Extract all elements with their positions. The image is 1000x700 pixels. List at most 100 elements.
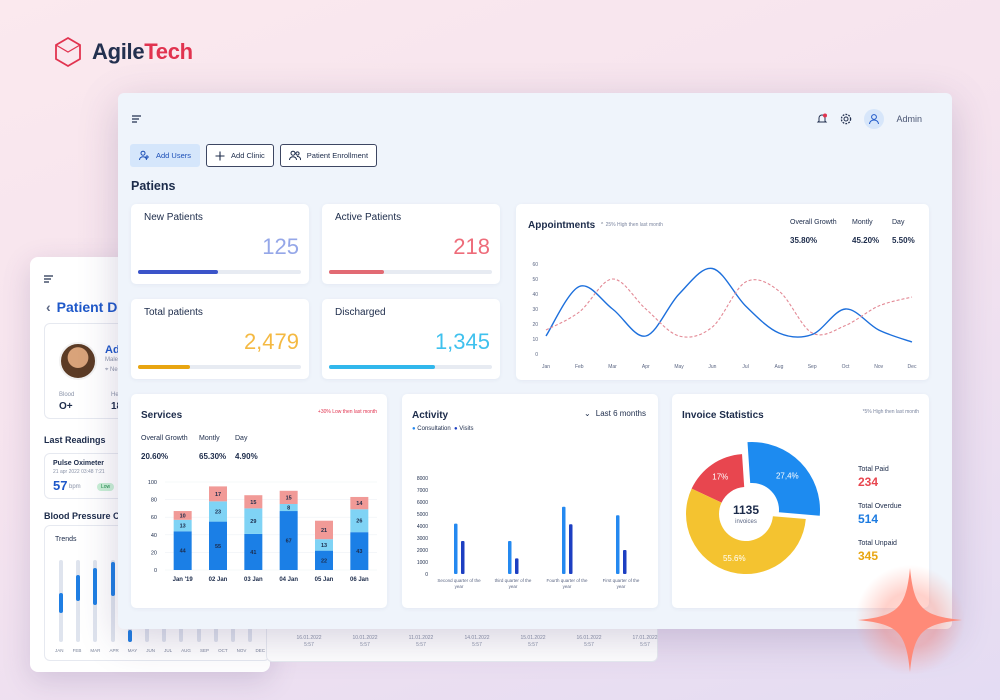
metric-label: Day — [235, 435, 248, 442]
x-tick-label: Dec — [908, 364, 917, 370]
series-line-2 — [545, 278, 913, 338]
slice-label: 27,4% — [776, 471, 799, 480]
pulse-value: 57 — [53, 478, 68, 493]
x-tick-label: 05 Jan — [315, 577, 334, 583]
donut-hole — [720, 488, 772, 540]
data-label: 67 — [286, 539, 292, 545]
y-tick-label: 20 — [151, 550, 157, 556]
x-tick-label: third quarter of the — [495, 578, 532, 583]
data-label: 44 — [180, 549, 187, 555]
x-tick-label: May — [674, 364, 684, 370]
x-tick-label: Sep — [808, 364, 817, 370]
x-tick-label: 04 Jan — [279, 577, 298, 583]
bar-consultation — [616, 515, 620, 574]
metric-value: 4.90% — [235, 452, 258, 461]
data-label: 10 — [180, 513, 186, 519]
active-patients-card[interactable]: Active Patients 218 — [322, 204, 500, 284]
services-stacked-bar-chart: 0 20 40 60 80 100 44 13 10 Jan '19 55 23 17 02 Jan 41 2… — [148, 480, 377, 583]
total-overdue-value: 514 — [858, 512, 879, 526]
add-clinic-button[interactable]: Add Clinic — [206, 144, 274, 167]
x-tick-label: Second quarter of the — [437, 578, 481, 583]
bar-segment — [350, 532, 369, 570]
invoice-note: *5% High then last month — [862, 409, 919, 415]
donut-slice — [691, 454, 745, 503]
gear-icon[interactable] — [840, 113, 852, 125]
activity-title: Activity — [412, 410, 449, 421]
progress-track — [138, 270, 301, 274]
bar-segment — [315, 520, 333, 540]
timeline-cell: 10.01.2022 5:57 — [345, 635, 385, 649]
menu-icon[interactable] — [44, 275, 54, 283]
metric-label: Montly — [852, 219, 873, 226]
data-label: 22 — [321, 558, 327, 564]
status-badge: Low — [97, 483, 115, 491]
metric-label: Overall Growth — [141, 435, 188, 442]
progress-track — [329, 365, 492, 369]
bar-consultation — [562, 506, 566, 574]
back-arrow-icon[interactable]: ‹ — [46, 299, 51, 315]
add-users-button[interactable]: Add Users — [130, 144, 201, 167]
y-tick-label: 2000 — [417, 548, 428, 554]
timeline-cell: 11.01.2022 5:57 — [401, 635, 441, 649]
invoice-card: Invoice Statistics *5% High then last mo… — [672, 394, 929, 608]
bar-segment — [244, 533, 263, 570]
appointments-card: Appointments ⌃ 25% High then last month … — [516, 204, 929, 380]
y-tick-label: 10 — [532, 337, 538, 343]
data-label: 13 — [180, 524, 186, 530]
new-patients-card[interactable]: New Patients 125 — [131, 204, 309, 284]
timeline-date: 10.01.2022 — [352, 635, 378, 641]
blood-value: O+ — [59, 401, 73, 412]
donut-slice — [686, 488, 806, 574]
discharged-card[interactable]: Discharged 1,345 — [322, 299, 500, 379]
dashboard-window: Admin Add Users Add Clinic Patient Enrol… — [118, 93, 952, 629]
y-tick-label: 8000 — [417, 476, 428, 482]
stat-value: 218 — [453, 234, 490, 259]
progress-fill — [329, 270, 385, 274]
bell-icon[interactable] — [816, 113, 828, 125]
timeline-cell: 17.01.2022 5:57 — [625, 635, 665, 649]
trend-up-icon: ⌃ — [600, 222, 606, 228]
metric-value: 20.60% — [141, 452, 169, 461]
y-tick-label: 50 — [532, 277, 538, 283]
activity-card: Activity ⌄ Last 6 months ● Consultation ●… — [402, 394, 658, 608]
bar-segment — [350, 496, 369, 510]
last-readings-heading: Last Readings — [44, 435, 106, 445]
total-unpaid-label: Total Unpaid — [858, 540, 897, 547]
x-tick-label: year — [455, 584, 464, 589]
brand-mark-icon — [55, 36, 81, 68]
trend-bar-fill — [59, 592, 63, 614]
invoice-summary: Total Paid 234 Total Overdue 514 Total U… — [858, 466, 902, 563]
activity-legend: ● Consultation ● Visits — [412, 426, 474, 432]
user-icon — [869, 114, 880, 125]
x-tick-label: 03 Jan — [244, 577, 263, 583]
data-label: 17 — [215, 492, 221, 498]
patient-enrollment-button[interactable]: Patient Enrollment — [279, 144, 378, 167]
data-label: 55 — [215, 544, 221, 550]
y-tick-label: 6000 — [417, 500, 428, 506]
x-tick-label: 02 Jan — [209, 577, 228, 583]
stat-title: New Patients — [144, 212, 203, 223]
trend-bar — [59, 560, 63, 642]
total-patients-card[interactable]: Total patients 2,479 — [131, 299, 309, 379]
metric-value: 45.20% — [852, 236, 880, 245]
trend-bar-fill — [76, 574, 81, 601]
bar-segment — [173, 511, 192, 520]
admin-avatar[interactable] — [864, 109, 885, 129]
admin-label[interactable]: Admin — [896, 114, 922, 124]
data-label: 8 — [287, 506, 290, 512]
timeline-time: 5:57 — [304, 642, 314, 648]
avatar — [59, 342, 97, 380]
month-label: JAN — [55, 648, 64, 653]
bar-segment — [173, 519, 192, 532]
menu-icon[interactable] — [132, 115, 142, 123]
activity-bar-chart: 0 1000 2000 3000 4000 5000 6000 7000 8000 Second … — [417, 476, 640, 589]
brand-name: AgileTech — [92, 39, 193, 64]
bar-visits — [623, 550, 627, 574]
month-label: FEB — [72, 648, 82, 653]
data-label: 43 — [356, 549, 362, 555]
trend-bar — [93, 560, 98, 642]
pulse-unit: bpm — [69, 484, 81, 490]
blood-label: Blood — [59, 392, 75, 398]
period-select[interactable]: ⌄ Last 6 months — [584, 409, 646, 418]
legend-visits: Visits — [459, 426, 474, 432]
